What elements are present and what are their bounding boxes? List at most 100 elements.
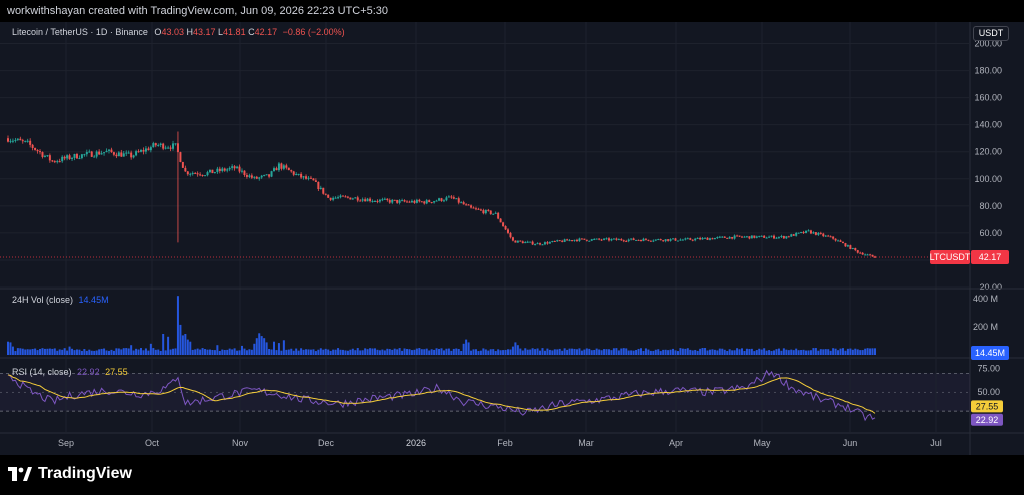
volume-bar [253,343,256,355]
volume-bar [800,350,803,355]
candle [147,148,150,151]
volume-bar [408,349,411,355]
volume-bar [413,349,416,355]
volume-bar [157,349,160,355]
candle [122,153,125,157]
volume-bar [216,345,219,355]
candle [93,156,96,158]
candle [381,199,384,201]
candle [869,254,872,256]
volume-bar [344,350,347,355]
volume-bar [130,345,133,355]
candle [396,199,399,203]
volume-bar [814,348,817,355]
volume-bar [250,349,253,355]
candle [701,238,704,240]
price-axis-tick: 20.00 [979,282,1002,292]
candle [125,152,128,154]
candle [787,236,790,238]
volume-bar [184,334,187,355]
candle [622,240,625,242]
candle [282,165,285,169]
volume-bar [689,349,692,355]
volume-bar [248,349,251,355]
volume-bar [85,350,88,355]
candle [157,144,160,146]
volume-bar [822,349,825,355]
candle [640,240,643,242]
candle [534,244,537,246]
candle [832,236,835,239]
candle [95,151,98,157]
volume-bar [647,349,650,355]
candle [492,213,495,215]
volume-bar [716,350,719,355]
volume-bar [470,350,473,355]
volume-bar [502,350,505,355]
candle [477,208,480,210]
candle [686,238,689,240]
volume-bar [122,348,125,355]
candle [221,168,224,172]
candle [563,239,566,242]
volume-bar [327,349,330,355]
candle [593,239,596,241]
currency-button[interactable]: USDT [973,26,1009,41]
candle [213,172,216,174]
candle [814,232,817,235]
volume-bar [83,349,86,355]
candle [457,198,460,203]
volume-bar [837,350,840,355]
volume-bar [339,349,342,355]
volume-bar [396,349,399,355]
candle [849,245,852,249]
volume-bar [494,351,497,355]
volume-bar [514,342,517,355]
candle [21,140,24,142]
rsi-ma-line [7,374,876,414]
candle [874,256,876,258]
candle [329,197,332,200]
volume-bar [622,348,625,355]
tradingview-logo-icon [8,467,32,481]
volume-bar [196,348,199,355]
candle [174,143,177,145]
chart-canvas[interactable]: 200.00 180.00 160.00 140.00 120.00 100.00 80.0… [0,22,1024,455]
volume-bar [120,349,123,355]
volume-bar [479,350,482,355]
rsi-band [0,373,970,412]
candle [341,195,344,197]
candle [58,161,61,163]
volume-bar [662,349,665,355]
candle [181,161,184,168]
candle [763,235,766,238]
candle [578,238,581,242]
candle [733,235,736,239]
candle [115,154,118,157]
candle [410,200,413,203]
volume-bar [144,348,147,355]
time-axis-label: Nov [232,438,249,448]
candle [706,237,709,240]
candle [406,201,409,203]
volume-bar [691,350,694,355]
candle [780,235,783,237]
volume-bar [366,349,369,355]
volume-bar [834,348,837,355]
time-axis-label: 2026 [406,438,426,448]
candle [140,150,143,152]
candle [452,197,455,199]
volume-bar [406,349,409,355]
volume-bar [39,348,42,355]
volume-bar [105,350,108,355]
volume-bar [499,350,502,355]
candle [191,172,194,174]
candle [11,140,14,142]
volume-bar [640,348,643,355]
candle [753,235,756,238]
candle [524,242,527,244]
tradingview-logo[interactable]: TradingView [8,465,132,483]
volume-bar [866,348,869,355]
candle [864,254,867,256]
volume-bar [322,349,325,355]
